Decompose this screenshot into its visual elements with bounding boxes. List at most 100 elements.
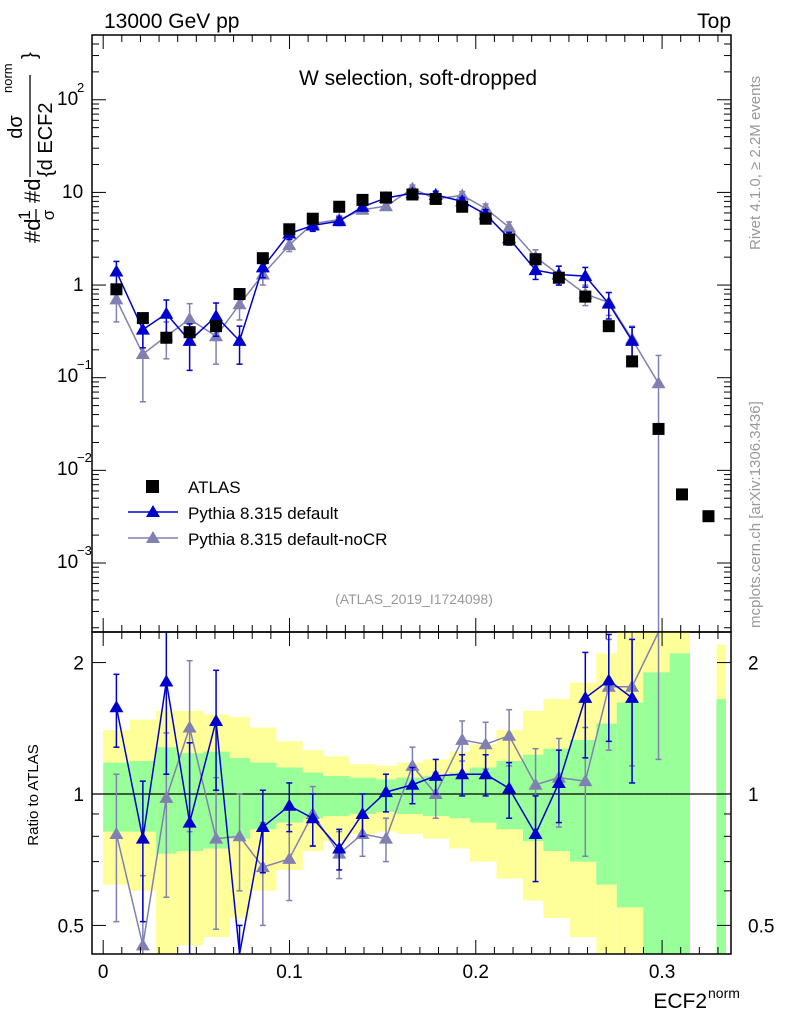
ylabel-prefix: #d <box>20 219 45 243</box>
main-point-default <box>625 333 640 346</box>
plot-title: W selection, soft-dropped <box>299 67 537 90</box>
ratio-inner-band <box>596 723 617 885</box>
ratio-line-default <box>115 679 633 955</box>
ratio-y-tick-label: 1 <box>73 785 84 806</box>
ratio-panel-series <box>109 631 662 955</box>
ytick-1: 1 <box>73 275 84 296</box>
ratio-point-default <box>305 811 320 824</box>
main-point-atlas <box>379 191 392 204</box>
main-point-default <box>528 263 543 276</box>
analysis-tag: (ATLAS_2019_I1724098) <box>335 591 493 607</box>
x-tick-label: 0.1 <box>276 962 302 983</box>
main-point-nocr <box>182 312 197 325</box>
ratio-point-default <box>551 775 566 788</box>
x-tick-label: 0.2 <box>463 962 489 983</box>
ratio-point-nocr <box>232 829 247 842</box>
ratio-inner-band <box>569 739 597 862</box>
main-point-default <box>578 269 593 282</box>
legend-marker-nocr <box>146 531 160 543</box>
main-point-nocr <box>232 297 247 310</box>
ratio-y-axis-label: Ratio to ATLAS <box>25 744 42 845</box>
main-line-nocr <box>115 187 660 384</box>
main-point-nocr <box>502 220 517 233</box>
main-point-atlas <box>479 212 492 225</box>
main-point-nocr <box>135 347 150 360</box>
main-point-nocr <box>455 188 470 201</box>
main-point-default <box>182 333 197 346</box>
main-point-default <box>209 309 224 322</box>
ratio-y-tick-label-right: 2 <box>748 654 759 675</box>
main-y-tick-labels: 10 −3 10 −2 10 −1 1 10 10 2 <box>57 80 92 573</box>
ytick-1e-1-base: 10 <box>57 366 78 387</box>
ratio-inner-band <box>669 653 691 954</box>
main-panel-series <box>109 181 715 632</box>
ylabel-hash-d: #d <box>20 179 45 203</box>
ratio-point-default <box>135 831 150 844</box>
ratio-point-nocr <box>378 831 393 844</box>
ratio-point-nocr <box>502 728 517 741</box>
ratio-point-default <box>455 767 470 780</box>
ratio-y-tick-label: 0.5 <box>58 916 84 937</box>
main-point-atlas <box>429 192 442 205</box>
ratio-point-nocr <box>109 826 124 839</box>
ytick-10: 10 <box>62 182 83 203</box>
main-point-atlas <box>503 233 516 246</box>
main-point-atlas <box>160 331 173 344</box>
ylabel-frac2-num: dσ <box>5 115 27 139</box>
main-point-atlas <box>676 488 689 501</box>
ratio-point-nocr <box>182 720 197 733</box>
mcplots-label: mcplots.cern.ch [arXiv:1306.3436] <box>747 401 764 628</box>
main-point-atlas <box>702 510 715 523</box>
ratio-y-tick-label-right: 1 <box>748 785 759 806</box>
ratio-point-default <box>478 767 493 780</box>
ratio-point-default <box>528 826 543 839</box>
ratio-panel-axes: 0 0.1 0.2 0.3 0.5 0.5 1 1 2 2 <box>58 631 774 983</box>
ratio-inner-band <box>643 672 670 954</box>
ratio-y-tick-label: 2 <box>73 654 84 675</box>
ytick-1e-3-base: 10 <box>57 552 78 573</box>
legend: ATLAS Pythia 8.315 default Pythia 8.315 … <box>128 478 387 549</box>
ratio-point-default <box>182 815 197 828</box>
main-point-atlas <box>602 320 615 333</box>
ratio-point-nocr <box>405 758 420 771</box>
ratio-point-default <box>282 798 297 811</box>
main-point-atlas <box>456 200 469 213</box>
main-point-nocr <box>109 292 124 305</box>
ytick-1e-2-exp: −2 <box>77 450 92 465</box>
x-axis-label-sup: norm <box>708 985 740 1001</box>
ratio-point-default <box>378 785 393 798</box>
ylabel-close: } <box>19 52 41 59</box>
x-axis-label: ECF2 <box>653 990 707 1013</box>
main-y-axis-label: #d 1 σ #d dσ {d ECF2 norm } <box>0 52 58 243</box>
ytick-1e-3-exp: −3 <box>77 543 92 558</box>
ratio-point-nocr <box>135 938 150 951</box>
ratio-inner-band <box>543 748 570 852</box>
ratio-panel-frame <box>91 631 732 955</box>
ytick-1e2-exp: 2 <box>77 80 84 95</box>
main-point-atlas <box>356 193 369 206</box>
ratio-point-default <box>332 841 347 854</box>
main-point-atlas <box>210 320 223 333</box>
legend-label-nocr: Pythia 8.315 default-noCR <box>188 530 387 549</box>
ytick-1e2-base: 10 <box>57 89 78 110</box>
main-point-default <box>255 260 270 273</box>
ratio-point-default <box>109 700 124 713</box>
ylabel-frac2-den: {d ECF2 <box>35 103 57 177</box>
ratio-point-default <box>428 768 443 781</box>
main-point-atlas <box>110 283 123 296</box>
top-label: Top <box>697 10 731 33</box>
main-point-default <box>232 333 247 346</box>
ratio-point-nocr <box>209 831 224 844</box>
ylabel-frac1-num: 1 <box>15 210 34 219</box>
main-point-atlas <box>283 223 296 236</box>
ratio-point-default <box>355 806 370 819</box>
main-point-default <box>135 322 150 335</box>
main-point-atlas <box>652 422 665 435</box>
ratio-point-nocr <box>478 737 493 750</box>
ratio-point-default <box>502 781 517 794</box>
main-point-default <box>332 214 347 227</box>
main-point-atlas <box>306 212 319 225</box>
main-point-nocr <box>651 376 666 389</box>
legend-label-default: Pythia 8.315 default <box>188 504 339 523</box>
